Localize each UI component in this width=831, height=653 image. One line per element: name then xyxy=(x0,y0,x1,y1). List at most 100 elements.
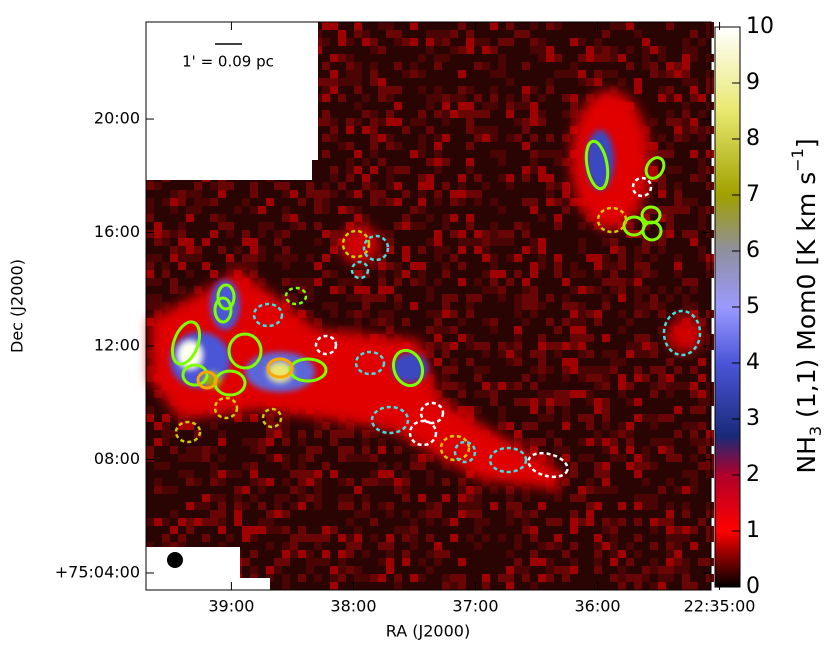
noise-pixel xyxy=(258,446,266,454)
noise-pixel xyxy=(570,494,578,502)
noise-pixel xyxy=(578,246,586,254)
noise-pixel xyxy=(578,342,586,350)
noise-pixel xyxy=(378,438,386,446)
noise-pixel xyxy=(690,454,698,462)
noise-pixel xyxy=(514,326,522,334)
noise-pixel xyxy=(338,422,346,430)
noise-pixel xyxy=(370,190,378,198)
noise-pixel xyxy=(658,366,666,374)
noise-pixel xyxy=(442,158,450,166)
noise-pixel xyxy=(490,46,498,54)
noise-pixel xyxy=(410,574,418,582)
noise-pixel xyxy=(226,254,234,262)
noise-pixel xyxy=(354,294,362,302)
noise-pixel xyxy=(218,478,226,486)
noise-pixel xyxy=(490,262,498,270)
noise-pixel xyxy=(474,518,482,526)
noise-pixel xyxy=(370,70,378,78)
noise-pixel xyxy=(594,374,602,382)
noise-pixel xyxy=(290,486,298,494)
noise-pixel xyxy=(458,46,466,54)
noise-pixel xyxy=(466,118,474,126)
noise-pixel xyxy=(562,318,570,326)
noise-pixel xyxy=(370,62,378,70)
noise-pixel xyxy=(490,86,498,94)
noise-pixel xyxy=(546,78,554,86)
noise-pixel xyxy=(706,334,714,342)
noise-pixel xyxy=(466,238,474,246)
noise-pixel xyxy=(226,230,234,238)
noise-pixel xyxy=(546,342,554,350)
noise-pixel xyxy=(450,310,458,318)
noise-pixel xyxy=(266,454,274,462)
noise-pixel xyxy=(634,310,642,318)
noise-pixel xyxy=(394,262,402,270)
noise-pixel xyxy=(386,198,394,206)
noise-pixel xyxy=(186,526,194,534)
noise-pixel xyxy=(186,518,194,526)
noise-pixel xyxy=(410,462,418,470)
noise-pixel xyxy=(314,502,322,510)
noise-pixel xyxy=(226,262,234,270)
noise-pixel xyxy=(634,550,642,558)
noise-pixel xyxy=(210,494,218,502)
noise-pixel xyxy=(346,550,354,558)
noise-pixel xyxy=(386,30,394,38)
noise-pixel xyxy=(666,22,674,30)
noise-pixel xyxy=(666,382,674,390)
noise-pixel xyxy=(298,526,306,534)
noise-pixel xyxy=(178,222,186,230)
noise-pixel xyxy=(514,398,522,406)
noise-pixel xyxy=(658,238,666,246)
noise-pixel xyxy=(514,302,522,310)
noise-pixel xyxy=(554,254,562,262)
noise-pixel xyxy=(522,278,530,286)
y-tick-label: 08:00 xyxy=(94,449,140,468)
noise-pixel xyxy=(426,126,434,134)
noise-pixel xyxy=(498,238,506,246)
noise-pixel xyxy=(418,190,426,198)
noise-pixel xyxy=(266,566,274,574)
noise-pixel xyxy=(394,118,402,126)
noise-pixel xyxy=(642,38,650,46)
noise-pixel xyxy=(378,262,386,270)
noise-pixel xyxy=(210,198,218,206)
noise-pixel xyxy=(394,142,402,150)
noise-pixel xyxy=(474,486,482,494)
noise-pixel xyxy=(554,326,562,334)
noise-pixel xyxy=(570,326,578,334)
noise-pixel xyxy=(306,550,314,558)
noise-pixel xyxy=(514,334,522,342)
noise-pixel xyxy=(658,134,666,142)
noise-pixel xyxy=(330,86,338,94)
noise-pixel xyxy=(570,102,578,110)
noise-pixel xyxy=(634,414,642,422)
noise-pixel xyxy=(706,574,714,582)
noise-pixel xyxy=(458,278,466,286)
noise-pixel xyxy=(658,582,666,590)
noise-pixel xyxy=(682,198,690,206)
noise-pixel xyxy=(394,582,402,590)
noise-pixel xyxy=(378,478,386,486)
noise-pixel xyxy=(186,470,194,478)
noise-pixel xyxy=(706,382,714,390)
noise-pixel xyxy=(146,262,154,270)
noise-pixel xyxy=(650,438,658,446)
colorbar-tick-label: 5 xyxy=(746,294,760,319)
noise-pixel xyxy=(426,286,434,294)
noise-pixel xyxy=(154,278,162,286)
noise-pixel xyxy=(626,62,634,70)
noise-pixel xyxy=(282,182,290,190)
noise-pixel xyxy=(618,246,626,254)
noise-pixel xyxy=(490,486,498,494)
noise-pixel xyxy=(482,134,490,142)
noise-pixel xyxy=(674,206,682,214)
noise-pixel xyxy=(586,334,594,342)
noise-pixel xyxy=(186,502,194,510)
noise-pixel xyxy=(338,78,346,86)
noise-pixel xyxy=(506,350,514,358)
noise-pixel xyxy=(450,574,458,582)
noise-pixel xyxy=(394,86,402,94)
noise-pixel xyxy=(562,358,570,366)
